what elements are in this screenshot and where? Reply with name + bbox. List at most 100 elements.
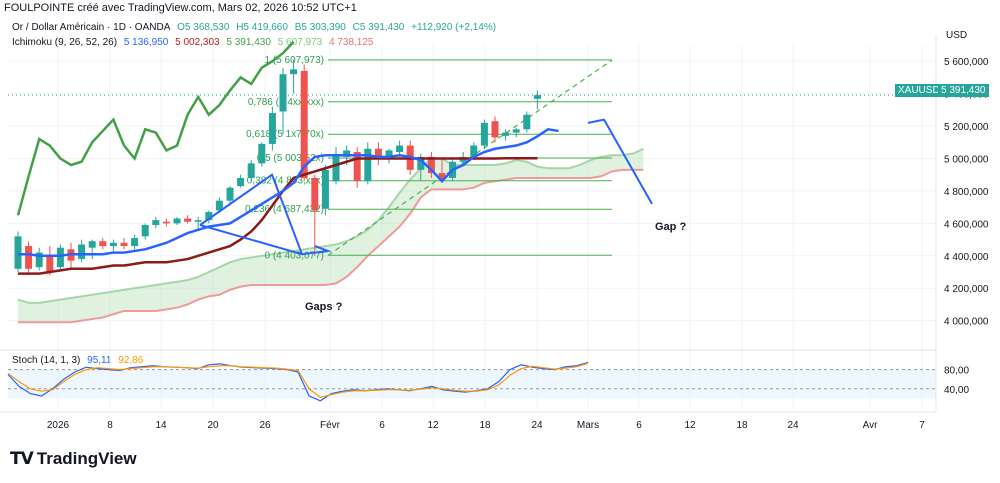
candle-body [300, 70, 308, 178]
candle-body [290, 69, 298, 75]
instrument-name[interactable]: Or / Dollar Américain · 1D · OANDA [12, 22, 171, 33]
stoch-k-value: 95,11 [87, 355, 112, 366]
x-tick-label: 6 [379, 420, 385, 431]
candle-body [194, 220, 202, 222]
y-tick-label: 5 600,000 [944, 57, 989, 68]
candle-body [184, 218, 192, 222]
currency-label: USD [946, 30, 967, 41]
drawings[interactable] [199, 118, 653, 256]
ohlc-change: +112,920 (+2,14%) [411, 22, 497, 33]
ohlc-low: B5 303,390 [294, 22, 346, 33]
candle-body [385, 150, 393, 159]
x-tick-label: Févr [320, 420, 341, 431]
candle-body [502, 132, 510, 136]
x-tick-label: 7 [919, 420, 925, 431]
annotation-gap[interactable]: Gap ? [655, 221, 686, 233]
tenkan-sen-line [18, 128, 559, 258]
candle-body [438, 173, 446, 180]
arrow-head [314, 245, 332, 254]
stoch-k-line [7, 361, 589, 402]
candle-body [141, 225, 149, 237]
ichimoku-label[interactable]: Ichimoku (9, 26, 52, 26) [12, 37, 118, 48]
x-tick-label: 2026 [47, 420, 70, 431]
candle-body [491, 121, 499, 138]
y-tick-label: 5 000,000 [944, 155, 989, 166]
candle-body [109, 242, 117, 247]
symbol-legend: Or / Dollar Américain · 1D · OANDA O5 36… [12, 22, 500, 33]
candle-body [215, 200, 223, 211]
tradingview-logo[interactable]: 𝗧𝗩 TradingView [10, 449, 137, 469]
candle-body [364, 148, 372, 182]
x-tick-label: 20 [207, 420, 219, 431]
x-tick-label: 26 [259, 420, 271, 431]
x-tick-label: 24 [787, 420, 799, 431]
stoch-label[interactable]: Stoch (14, 1, 3) [12, 355, 81, 366]
candle-body [332, 155, 340, 182]
y-tick-label: 4 800,000 [944, 187, 989, 198]
candle-body [396, 145, 404, 153]
ohlc-high: H5 419,660 [236, 22, 288, 33]
stoch-d-line [7, 362, 589, 399]
chikou-span-line [16, 40, 295, 216]
annotation-gaps[interactable]: Gaps ? [305, 301, 343, 313]
candle-body [205, 212, 213, 221]
candle-body [25, 246, 33, 269]
tv-logo-icon: 𝗧𝗩 [10, 449, 34, 468]
x-tick-label: 14 [155, 420, 167, 431]
candle-body [427, 156, 435, 174]
ichimoku-legend: Ichimoku (9, 26, 52, 26) 5 136,950 5 002… [12, 37, 377, 48]
candle-body [14, 236, 22, 269]
x-tick-label: 8 [107, 420, 113, 431]
stoch-y-tick: 80,00 [944, 366, 969, 377]
stoch-legend: Stoch (14, 1, 3) 95,11 92,86 [12, 355, 147, 366]
candle-body [512, 129, 520, 133]
candle-body [470, 145, 478, 157]
candle-body [226, 187, 234, 201]
ichimoku-span-b-value: 4 738,125 [328, 37, 374, 48]
stoch-band [8, 369, 936, 399]
x-tick-label: 18 [736, 420, 748, 431]
stochastic-pane [7, 361, 936, 402]
y-tick-label: 4 000,000 [944, 317, 989, 328]
candle-body [343, 150, 351, 157]
ichimoku-span-a-value: 5 607,973 [277, 37, 323, 48]
x-tick-label: 12 [427, 420, 439, 431]
fib-level-label: 1 (5 607,973) [265, 55, 325, 66]
y-tick-label: 4 600,000 [944, 219, 989, 230]
gaps-arrow-upper [199, 173, 303, 255]
candle-body [523, 114, 531, 130]
candle-body [88, 241, 96, 248]
candle-body [353, 152, 361, 182]
candle-body [374, 148, 382, 159]
fib-level-label: 0,618 (5 1x7,70x) [246, 129, 324, 140]
candle-body [417, 156, 425, 170]
ohlc-close: C5 391,430 [352, 22, 405, 33]
senkou-span-b [18, 168, 644, 324]
x-tick-label: 6 [636, 420, 642, 431]
gap-projection-arrow [587, 118, 653, 205]
ichimoku-chikou-value: 5 391,430 [226, 37, 271, 48]
fib-level-label: 0 (4 403,077) [265, 250, 325, 261]
ichimoku-cloud [17, 147, 644, 324]
last-price-value: 5 391,430 [941, 85, 986, 96]
senkou-span-a [17, 147, 644, 304]
fib-level-label: 0,382 (4 863,xxx) [247, 176, 324, 187]
candle-body [279, 74, 287, 112]
x-tick-label: Mars [577, 420, 599, 431]
brand-name: TradingView [36, 449, 137, 468]
y-tick-label: 4 200,000 [944, 284, 989, 295]
x-tick-label: 12 [684, 420, 696, 431]
candle-body [480, 122, 488, 146]
candle-body [120, 242, 128, 247]
x-tick-label: Avr [863, 420, 878, 431]
last-price-tag: 5 391,430 [938, 84, 989, 97]
stoch-y-tick: 40,00 [944, 385, 969, 396]
kijun-sen-line [18, 156, 538, 275]
candle-body [268, 113, 276, 144]
candle-body [258, 143, 266, 164]
candle-body [321, 169, 329, 209]
candle-body [99, 241, 107, 247]
cloud-fill [18, 148, 644, 323]
